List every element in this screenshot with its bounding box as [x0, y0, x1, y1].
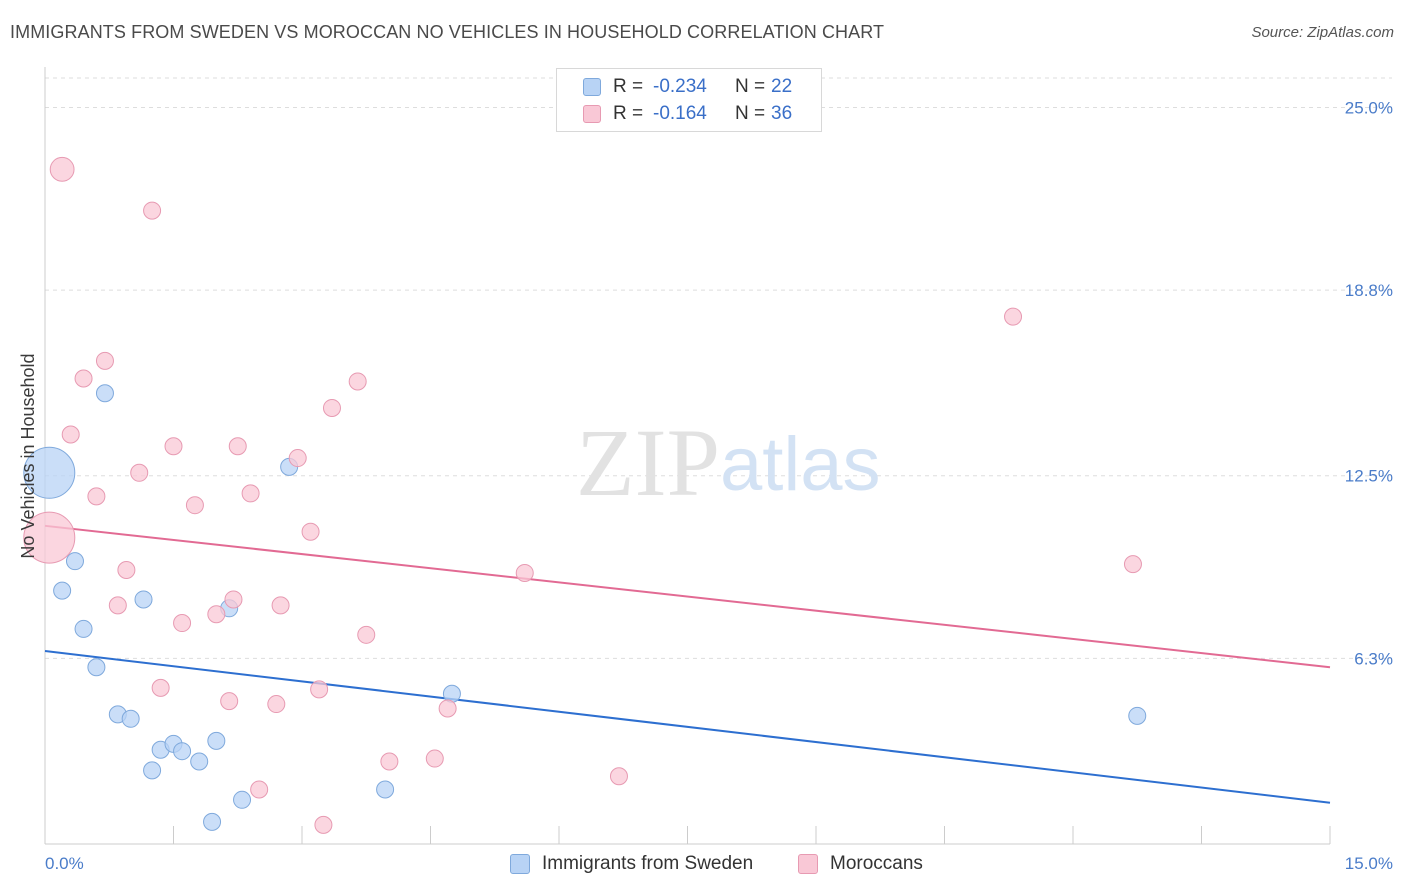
- tick-labels: 6.3% 12.5% 18.8% 25.0% 0.0% 15.0%: [45, 98, 1393, 873]
- data-point-pink: [108, 596, 127, 615]
- data-point-blue: [233, 790, 252, 809]
- legend-r-value: -0.234: [653, 76, 707, 97]
- data-point-pink: [61, 425, 80, 444]
- legend-n-value: 22: [771, 76, 793, 97]
- legend-r-label: R =: [613, 76, 644, 97]
- legend-swatch-blue: [583, 78, 601, 96]
- bottom-legend-swatch-blue: [510, 854, 530, 874]
- data-point-pink: [224, 590, 243, 609]
- legend-n-label: N =: [735, 103, 766, 124]
- data-point-blue: [376, 780, 395, 799]
- data-point-blue: [207, 731, 226, 750]
- legend-n-value: 36: [771, 103, 793, 124]
- data-point-pink: [241, 484, 260, 503]
- data-point-blue: [203, 812, 222, 831]
- data-point-pink: [173, 614, 192, 633]
- data-point-pink: [271, 596, 290, 615]
- data-point-pink: [609, 767, 628, 786]
- grid-lines: [45, 77, 1392, 659]
- data-point-pink: [348, 372, 367, 391]
- data-point-pink: [322, 398, 341, 417]
- source-label: Source: ZipAtlas.com: [1251, 24, 1394, 41]
- data-point-blue: [65, 552, 84, 571]
- stats-legend: R = -0.234 N = 22 R = -0.164 N = 36: [556, 68, 822, 132]
- data-point-pink: [357, 625, 376, 644]
- data-point-blue: [134, 590, 153, 609]
- bottom-legend-label: Immigrants from Sweden: [542, 853, 754, 874]
- data-point-blue: [95, 384, 114, 403]
- data-point-blue: [23, 446, 76, 499]
- data-point-pink: [425, 749, 444, 768]
- data-points: [23, 156, 1147, 834]
- data-point-blue: [143, 761, 162, 780]
- data-point-pink: [74, 369, 93, 388]
- data-point-blue: [121, 709, 140, 728]
- data-point-blue: [87, 658, 106, 677]
- y-tick-label: 12.5%: [1345, 467, 1393, 486]
- bottom-legend-swatch-pink: [798, 854, 818, 874]
- data-point-blue: [74, 619, 93, 638]
- data-point-pink: [23, 511, 76, 564]
- chart-title: IMMIGRANTS FROM SWEDEN VS MOROCCAN NO VE…: [10, 22, 885, 42]
- data-point-pink: [220, 692, 239, 711]
- data-point-pink: [143, 201, 162, 220]
- watermark-atlas: atlas: [720, 422, 881, 507]
- data-point-pink: [515, 563, 534, 582]
- data-point-pink: [207, 605, 226, 624]
- y-tick-label: 6.3%: [1354, 649, 1393, 668]
- x-tick-label: 0.0%: [45, 854, 84, 873]
- y-tick-label: 18.8%: [1345, 281, 1393, 300]
- data-point-blue: [1128, 706, 1147, 725]
- y-tick-label: 25.0%: [1345, 98, 1393, 117]
- data-point-pink: [164, 437, 183, 456]
- data-point-blue: [173, 742, 192, 761]
- x-tick-label: 15.0%: [1345, 854, 1393, 873]
- data-point-pink: [117, 561, 136, 580]
- data-point-pink: [1004, 307, 1023, 326]
- data-point-pink: [301, 522, 320, 541]
- data-point-pink: [314, 815, 333, 834]
- data-point-pink: [185, 496, 204, 515]
- bottom-legend-label: Moroccans: [830, 853, 923, 874]
- data-point-pink: [267, 695, 286, 714]
- data-point-pink: [288, 449, 307, 468]
- data-point-blue: [53, 581, 72, 600]
- trend-line-blue: [44, 650, 1331, 804]
- legend-n-label: N =: [735, 76, 766, 97]
- data-point-pink: [95, 351, 114, 370]
- data-point-pink: [228, 437, 247, 456]
- data-point-blue: [190, 752, 209, 771]
- y-axis-label: No Vehicles in Household: [18, 353, 38, 558]
- data-point-pink: [380, 752, 399, 771]
- trend-line-pink: [44, 524, 1331, 669]
- legend-r-label: R =: [613, 103, 644, 124]
- legend-swatch-pink: [583, 105, 601, 123]
- legend-r-value: -0.164: [653, 103, 707, 124]
- data-point-pink: [438, 699, 457, 718]
- trend-lines: [44, 524, 1331, 804]
- data-point-pink: [87, 487, 106, 506]
- data-point-pink: [310, 680, 329, 699]
- data-point-pink: [250, 780, 269, 799]
- data-point-pink: [49, 156, 75, 182]
- data-point-pink: [130, 463, 149, 482]
- data-point-pink: [151, 678, 170, 697]
- data-point-pink: [1123, 555, 1142, 574]
- watermark-zip: ZIP: [576, 409, 720, 516]
